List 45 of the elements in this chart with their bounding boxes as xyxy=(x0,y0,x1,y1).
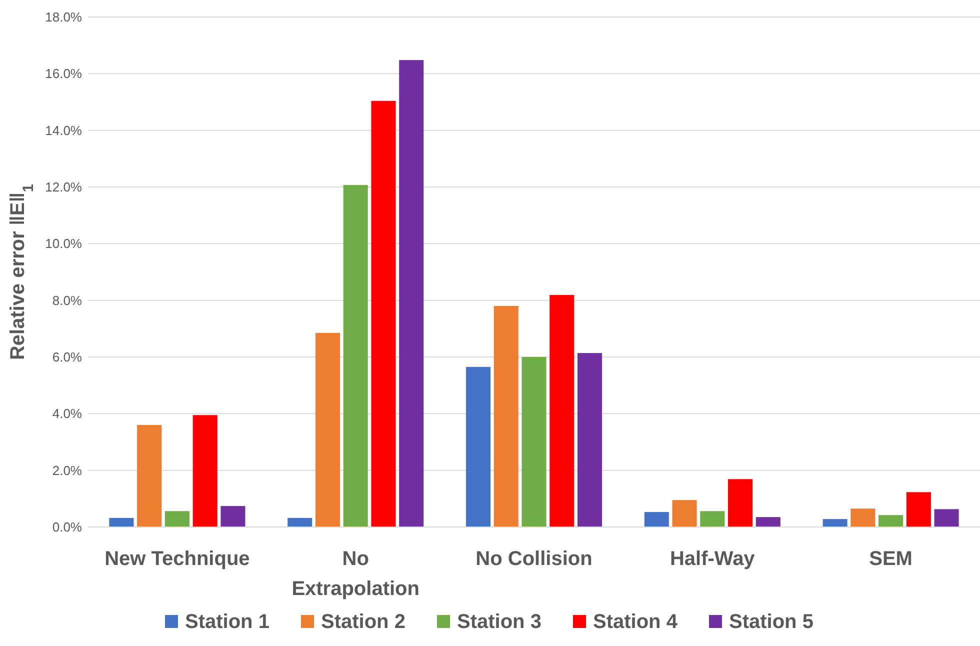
x-tick-label: Half-Way xyxy=(670,548,756,570)
bar xyxy=(137,425,162,527)
bar xyxy=(288,518,312,527)
x-tick-label: No Collision xyxy=(476,548,592,570)
y-tick-label: 14.0% xyxy=(45,122,82,138)
legend-label: Station 1 xyxy=(185,611,270,633)
y-tick-label: 4.0% xyxy=(52,406,82,422)
bar xyxy=(371,100,396,527)
bar xyxy=(934,509,959,527)
bar xyxy=(494,306,518,527)
bar xyxy=(343,185,368,527)
legend-label: Station 3 xyxy=(457,611,542,633)
y-tick-label: 12.0% xyxy=(45,180,82,195)
y-tick-label: 18.0% xyxy=(45,10,82,25)
bar xyxy=(577,353,602,527)
bar xyxy=(906,492,931,527)
y-tick-label: 6.0% xyxy=(52,350,82,365)
bar xyxy=(756,517,780,527)
bar xyxy=(522,357,546,527)
bar xyxy=(850,508,876,527)
bar xyxy=(164,511,190,527)
bar xyxy=(822,519,848,527)
bar xyxy=(672,500,697,527)
x-tick-label: New Technique xyxy=(104,548,250,570)
y-tick-label: 8.0% xyxy=(52,292,82,308)
y-tick-label: 0.0% xyxy=(52,520,82,535)
x-tick-label: SEM xyxy=(869,548,912,570)
legend-label: Station 4 xyxy=(593,611,678,633)
bar xyxy=(728,479,753,527)
bar xyxy=(192,415,218,527)
y-tick-label: 10.0% xyxy=(45,236,82,252)
legend-label: Station 2 xyxy=(321,611,406,633)
x-tick-label: No Extrapolation xyxy=(292,548,420,600)
legend-label: Station 5 xyxy=(729,611,814,633)
y-tick-label: 2.0% xyxy=(52,462,82,478)
y-tick-label: 16.0% xyxy=(45,66,82,82)
bar xyxy=(399,60,424,527)
bar xyxy=(878,515,904,527)
bar xyxy=(315,332,340,527)
bar xyxy=(466,366,491,527)
bar xyxy=(220,506,246,527)
bar xyxy=(109,518,134,527)
bar xyxy=(644,512,669,527)
bar xyxy=(700,511,725,527)
bar xyxy=(550,294,574,527)
